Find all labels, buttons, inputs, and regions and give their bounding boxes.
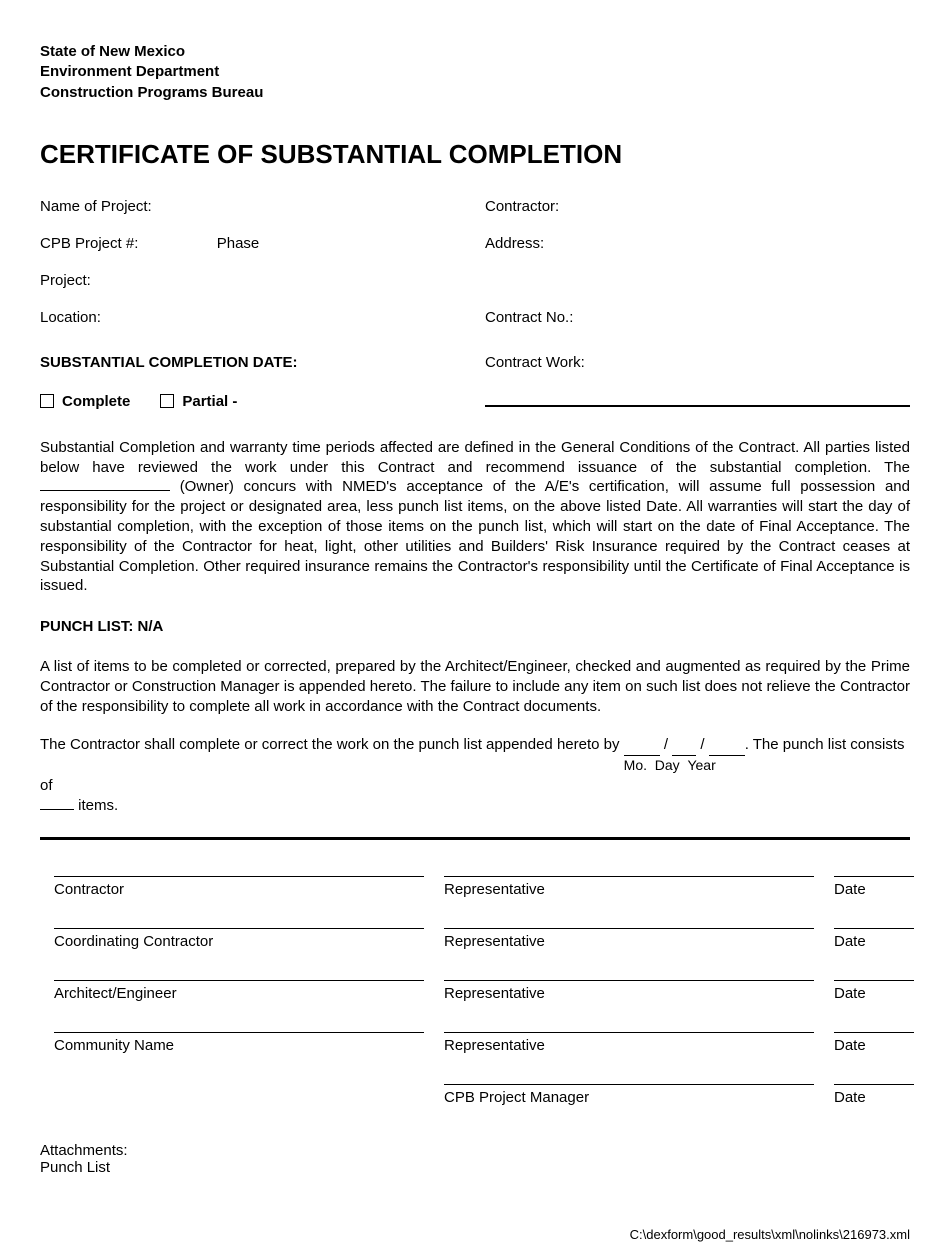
para1b: (Owner) concurs with NMED's acceptance o… <box>40 478 910 594</box>
sig-cpb-mid: CPB Project Manager <box>444 1084 814 1106</box>
sig-row-coordinating: Coordinating Contractor Representative D… <box>54 928 896 950</box>
checkbox-row: Complete Partial - <box>40 393 465 410</box>
punch-list-header: PUNCH LIST: N/A <box>40 618 910 635</box>
date-mo-blank[interactable] <box>624 735 660 756</box>
field-name-of-project: Name of Project: <box>40 198 465 215</box>
signatures-section: Contractor Representative Date Coordinat… <box>40 876 910 1106</box>
checkbox-complete-label: Complete <box>62 393 130 410</box>
mdy-day: Day <box>655 757 680 773</box>
field-contract-no: Contract No.: <box>485 309 910 326</box>
paragraph-main: Substantial Completion and warranty time… <box>40 438 910 596</box>
fields-section: Name of Project: Contractor: CPB Project… <box>40 198 910 326</box>
header-line2: Environment Department <box>40 62 910 82</box>
sig-coord-date: Date <box>834 928 914 950</box>
sig-comm-mid: Representative <box>444 1032 814 1054</box>
sig-row-architect: Architect/Engineer Representative Date <box>54 980 896 1002</box>
checkbox-partial[interactable]: Partial - <box>160 393 237 410</box>
checkbox-partial-label: Partial - <box>182 393 237 410</box>
field-contract-work: Contract Work: <box>485 354 910 371</box>
items-count-blank[interactable] <box>40 809 74 810</box>
checkbox-box-icon <box>40 394 54 408</box>
contract-work-line <box>485 405 910 407</box>
footer-file-path: C:\dexform\good_results\xml\nolinks\2169… <box>630 1227 910 1242</box>
sig-cpb-date: Date <box>834 1084 914 1106</box>
field-cpb-phase-row: CPB Project #: Phase <box>40 235 465 252</box>
mdy-mo: Mo. <box>624 757 647 773</box>
header-line3: Construction Programs Bureau <box>40 83 910 103</box>
field-contractor: Contractor: <box>485 198 910 215</box>
sig-coord-left: Coordinating Contractor <box>54 928 424 950</box>
checkbox-complete[interactable]: Complete <box>40 393 130 410</box>
paragraph-punch-date: The Contractor shall complete or correct… <box>40 735 910 817</box>
paragraph-punch-desc: A list of items to be completed or corre… <box>40 657 910 716</box>
sig-arch-date: Date <box>834 980 914 1002</box>
sig-row-community: Community Name Representative Date <box>54 1032 896 1054</box>
field-cpb-project: CPB Project #: <box>40 235 138 252</box>
attachments-section: Attachments: Punch List <box>40 1142 910 1176</box>
para3c: items. <box>74 797 118 814</box>
completion-work-row: SUBSTANTIAL COMPLETION DATE: Complete Pa… <box>40 354 910 418</box>
checkbox-box-icon <box>160 394 174 408</box>
page-title: CERTIFICATE OF SUBSTANTIAL COMPLETION <box>40 139 910 170</box>
sig-arch-left: Architect/Engineer <box>54 980 424 1002</box>
owner-blank[interactable] <box>40 490 170 491</box>
sig-row-cpb: CPB Project Manager Date <box>54 1084 896 1106</box>
sig-contractor-date: Date <box>834 876 914 898</box>
org-header: State of New Mexico Environment Departme… <box>40 42 910 103</box>
header-line1: State of New Mexico <box>40 42 910 62</box>
section-divider <box>40 837 910 840</box>
sig-comm-date: Date <box>834 1032 914 1054</box>
field-phase: Phase <box>217 235 260 252</box>
attachments-label: Attachments: <box>40 1142 910 1159</box>
field-location: Location: <box>40 309 465 326</box>
para3a: The Contractor shall complete or correct… <box>40 736 624 753</box>
date-day-blank[interactable] <box>672 735 696 756</box>
sig-coord-mid: Representative <box>444 928 814 950</box>
field-substantial-completion-date: SUBSTANTIAL COMPLETION DATE: <box>40 354 465 371</box>
mdy-year: Year <box>687 757 715 773</box>
field-address: Address: <box>485 235 910 252</box>
attachments-item: Punch List <box>40 1159 910 1176</box>
sig-contractor-mid: Representative <box>444 876 814 898</box>
field-project: Project: <box>40 272 465 289</box>
sig-arch-mid: Representative <box>444 980 814 1002</box>
para1a: Substantial Completion and warranty time… <box>40 439 910 476</box>
date-year-blank[interactable] <box>709 735 745 756</box>
sig-row-contractor: Contractor Representative Date <box>54 876 896 898</box>
sig-comm-left: Community Name <box>54 1032 424 1054</box>
sig-contractor-left: Contractor <box>54 876 424 898</box>
